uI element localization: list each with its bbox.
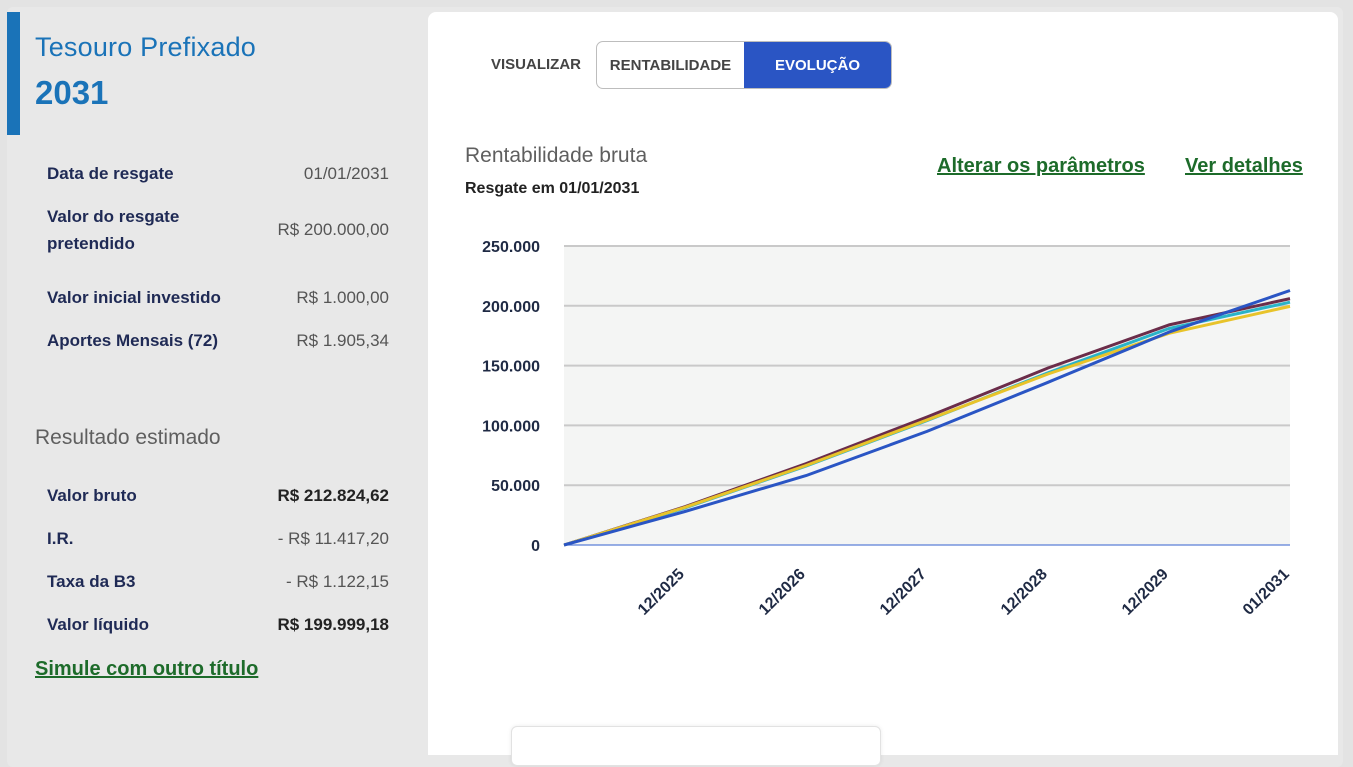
y-tick-label: 200.000 — [482, 299, 540, 316]
result-row-gross: Valor bruto R$ 212.824,62 — [47, 482, 389, 509]
chart-title: Rentabilidade bruta — [465, 144, 648, 167]
bond-title: Tesouro Prefixado — [35, 32, 257, 62]
param-label: Data de resgate — [47, 164, 174, 183]
param-row-target-value: Valor do resgate pretendido R$ 200.000,0… — [47, 203, 389, 257]
x-tick-label: 12/2028 — [998, 566, 1051, 619]
evolution-chart: 250.000 200.000 150.000 100.000 50.000 0 12/20… — [482, 239, 1293, 619]
x-tick-label: 12/2027 — [877, 566, 930, 619]
result-label: Valor líquido — [47, 615, 150, 634]
result-section-title: Resultado estimado — [35, 426, 221, 449]
param-value: R$ 200.000,00 — [277, 220, 389, 239]
result-label: I.R. — [47, 529, 74, 548]
result-label: Taxa da B3 — [47, 572, 136, 591]
bottom-card — [511, 726, 881, 766]
result-value: - R$ 1.122,15 — [285, 571, 389, 591]
result-row-income-tax: I.R. - R$ 11.417,20 — [47, 525, 389, 552]
simulate-other-bond-link[interactable]: Simule com outro título — [35, 658, 259, 680]
change-parameters-link[interactable]: Alterar os parâmetros — [937, 155, 1145, 177]
param-value: 01/01/2031 — [303, 163, 389, 183]
tab-evolucao[interactable]: EVOLUÇÃO — [744, 42, 891, 88]
x-tick-label: 01/2031 — [1240, 566, 1293, 619]
result-label: Valor bruto — [47, 486, 137, 505]
result-value: - R$ 11.417,20 — [277, 528, 389, 548]
series-line-3 — [563, 289, 1291, 547]
param-label: Aportes Mensais (72) — [47, 331, 218, 350]
y-tick-label: 100.000 — [482, 418, 540, 435]
x-tick-label: 12/2025 — [635, 566, 688, 619]
y-tick-label: 50.000 — [491, 478, 540, 495]
y-tick-label: 150.000 — [482, 359, 540, 376]
view-label: VISUALIZAR — [491, 56, 581, 73]
result-row-net: Valor líquido R$ 199.999,18 — [47, 611, 389, 638]
result-row-b3-fee: Taxa da B3 - R$ 1.122,15 — [47, 568, 389, 595]
view-toggle: RENTABILIDADE EVOLUÇÃO — [596, 41, 892, 89]
result-value: R$ 212.824,62 — [277, 485, 389, 505]
x-tick-label: 12/2026 — [756, 566, 809, 619]
left-panel: Tesouro Prefixado 2031 Data de resgate 0… — [7, 12, 428, 762]
y-tick-label: 0 — [531, 538, 540, 555]
chart-subtitle: Resgate em 01/01/2031 — [465, 180, 640, 197]
param-row-monthly-contributions: Aportes Mensais (72) R$ 1.905,34 — [47, 327, 389, 354]
param-row-redemption-date: Data de resgate 01/01/2031 — [47, 160, 389, 187]
param-label: Valor do resgate pretendido — [47, 207, 180, 253]
result-value: R$ 199.999,18 — [277, 614, 389, 634]
plot-background — [564, 246, 1290, 545]
param-row-initial-investment: Valor inicial investido R$ 1.000,00 — [47, 284, 389, 311]
param-value: R$ 1.000,00 — [296, 287, 389, 307]
bond-year: 2031 — [35, 74, 109, 111]
param-value: R$ 1.905,34 — [296, 330, 389, 350]
param-label: Valor inicial investido — [47, 288, 221, 307]
tab-rentabilidade[interactable]: RENTABILIDADE — [609, 56, 732, 74]
title-accent-bar — [7, 12, 20, 135]
x-tick-label: 12/2029 — [1119, 566, 1172, 619]
y-tick-label: 250.000 — [482, 239, 540, 256]
view-details-link[interactable]: Ver detalhes — [1185, 155, 1303, 177]
